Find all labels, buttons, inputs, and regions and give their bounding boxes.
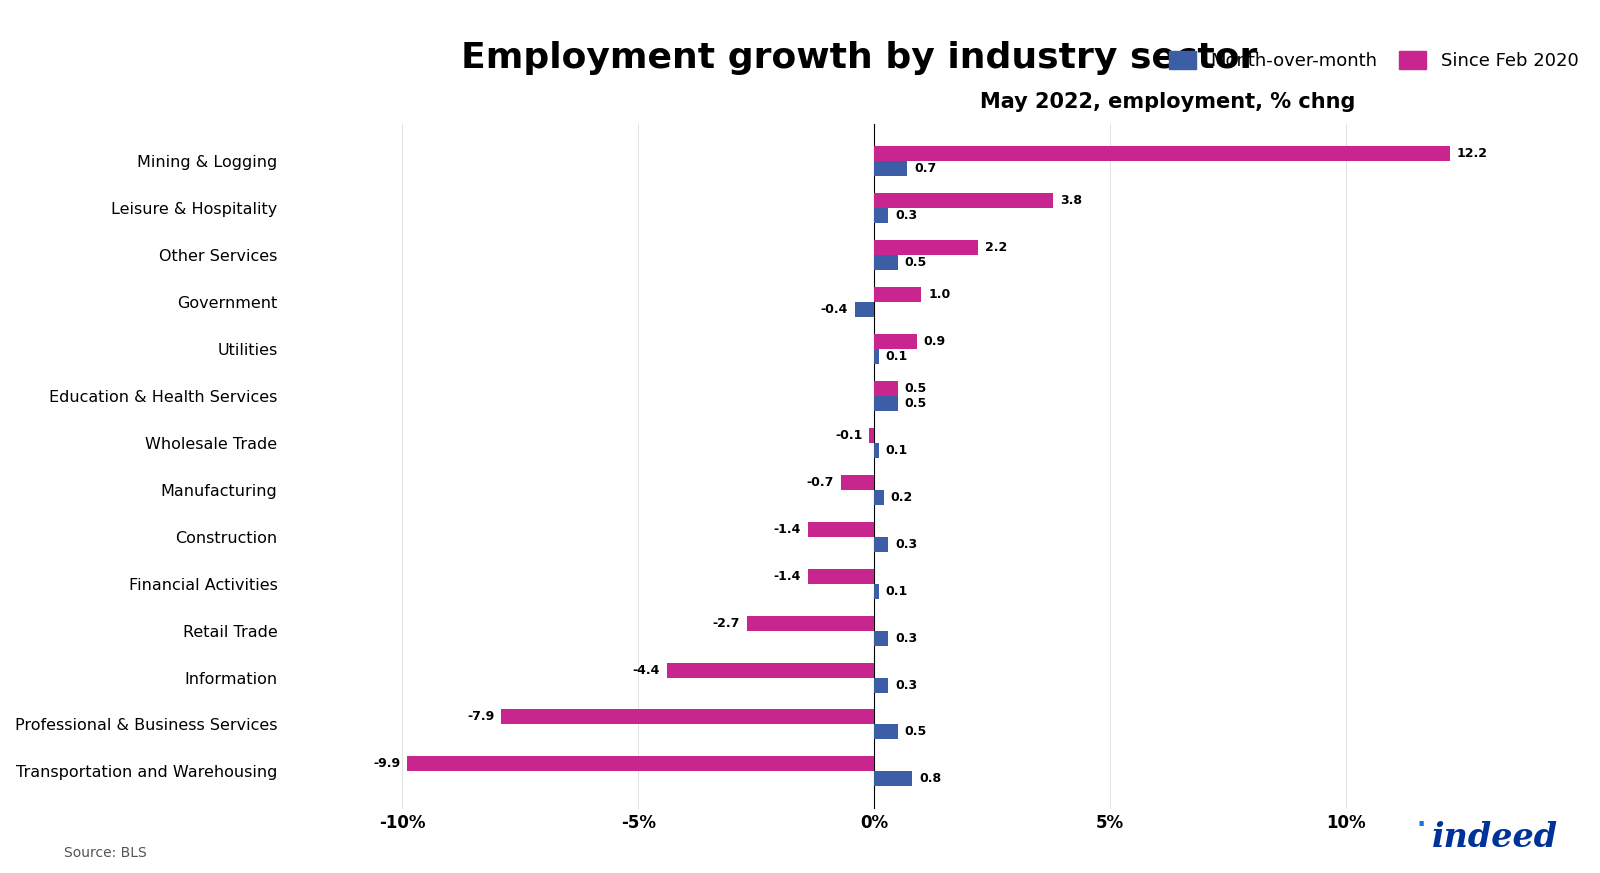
- Bar: [874, 396, 898, 411]
- Bar: [747, 615, 874, 630]
- Bar: [874, 349, 878, 364]
- Bar: [874, 584, 878, 599]
- Text: 0.3: 0.3: [896, 632, 917, 644]
- Bar: [874, 209, 888, 223]
- Bar: [501, 710, 874, 725]
- Text: 1.0: 1.0: [928, 288, 950, 301]
- Text: Source: BLS: Source: BLS: [64, 846, 147, 860]
- Bar: [874, 772, 912, 787]
- Bar: [667, 663, 874, 677]
- Text: 0.9: 0.9: [923, 335, 946, 348]
- Text: 0.5: 0.5: [904, 256, 926, 269]
- Bar: [874, 255, 898, 270]
- Text: 0.1: 0.1: [886, 585, 909, 598]
- Bar: [874, 240, 978, 255]
- Text: 0.5: 0.5: [904, 397, 926, 410]
- Text: 0.1: 0.1: [886, 443, 909, 457]
- Text: 2.2: 2.2: [986, 241, 1006, 254]
- Text: -9.9: -9.9: [373, 758, 400, 770]
- Bar: [869, 428, 874, 443]
- Bar: [406, 756, 874, 772]
- Text: 0.5: 0.5: [904, 382, 926, 395]
- Bar: [874, 677, 888, 692]
- Text: 0.3: 0.3: [896, 210, 917, 223]
- Text: -4.4: -4.4: [632, 663, 659, 677]
- Text: -7.9: -7.9: [467, 711, 494, 724]
- Bar: [874, 334, 917, 349]
- Bar: [874, 287, 922, 302]
- Bar: [874, 537, 888, 552]
- Text: 0.3: 0.3: [896, 678, 917, 691]
- Text: 0.7: 0.7: [914, 162, 936, 175]
- Text: -0.1: -0.1: [835, 429, 862, 442]
- Bar: [874, 162, 907, 176]
- Text: -0.7: -0.7: [806, 476, 834, 489]
- Bar: [874, 630, 888, 646]
- Bar: [874, 381, 898, 396]
- Text: Employment growth by industry sector: Employment growth by industry sector: [461, 41, 1258, 75]
- Bar: [874, 193, 1053, 209]
- Text: -0.4: -0.4: [821, 303, 848, 316]
- Text: 0.5: 0.5: [904, 725, 926, 739]
- Text: 3.8: 3.8: [1061, 194, 1082, 207]
- Text: -2.7: -2.7: [712, 616, 739, 629]
- Text: 0.3: 0.3: [896, 538, 917, 551]
- Text: -1.4: -1.4: [773, 570, 802, 582]
- Bar: [874, 725, 898, 739]
- Text: 0.2: 0.2: [891, 491, 914, 504]
- Text: 0.8: 0.8: [918, 773, 941, 786]
- Text: 0.1: 0.1: [886, 350, 909, 363]
- Text: 12.2: 12.2: [1456, 148, 1488, 161]
- Bar: [842, 475, 874, 490]
- Bar: [856, 302, 874, 317]
- Legend: Month-over-month, Since Feb 2020: Month-over-month, Since Feb 2020: [1162, 44, 1586, 78]
- Bar: [874, 147, 1450, 162]
- Bar: [808, 522, 874, 537]
- Bar: [808, 568, 874, 584]
- Text: indeed: indeed: [1432, 821, 1558, 854]
- Text: ·: ·: [1414, 805, 1427, 847]
- Bar: [874, 443, 878, 458]
- Bar: [874, 490, 883, 505]
- Text: -1.4: -1.4: [773, 523, 802, 536]
- Text: May 2022, employment, % chng: May 2022, employment, % chng: [981, 92, 1355, 112]
